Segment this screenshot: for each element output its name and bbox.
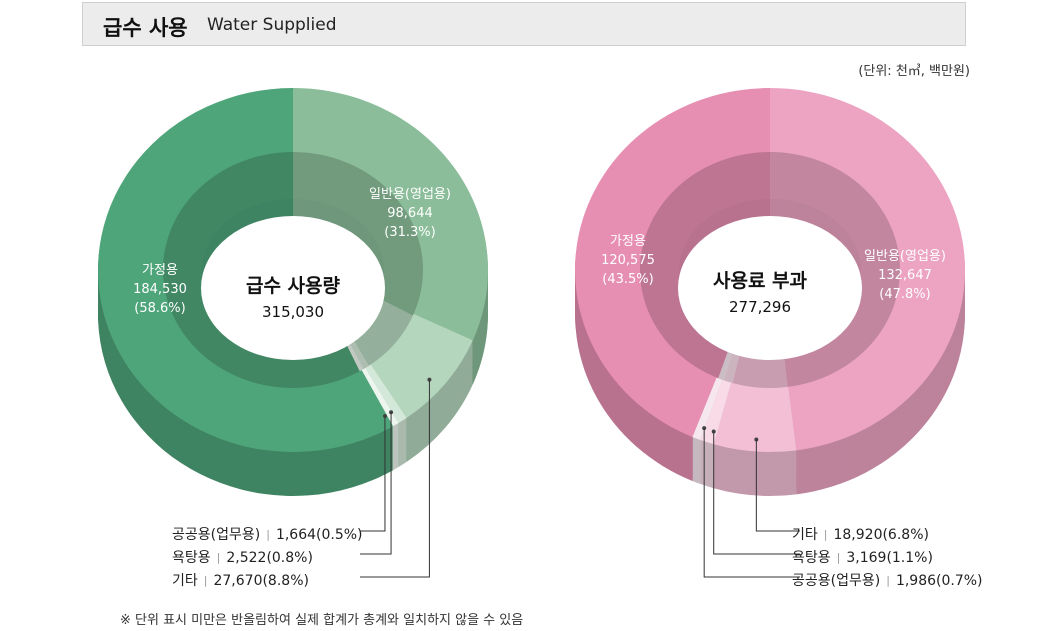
- left-general-name: 일반용(영업용): [369, 187, 451, 202]
- left-slice-label-household: 가정용 184,530 (58.6%): [100, 261, 220, 318]
- left-general-value: 98,644: [387, 206, 433, 221]
- left-callout-other-name: 기타: [172, 573, 198, 589]
- right-household-name: 가정용: [610, 234, 646, 249]
- right-chart-title: 사용료 부과: [712, 270, 807, 292]
- left-callout-public: 공공용(업무용) | 1,664(0.5%): [172, 527, 363, 543]
- chart1-leader-line-2: [703, 428, 800, 578]
- left-chart-title: 급수 사용량: [245, 275, 340, 297]
- right-callout-other-value: 18,920(6.8%): [833, 527, 929, 543]
- left-callout-other-value: 27,670(8.8%): [213, 573, 309, 589]
- left-household-name: 가정용: [142, 263, 178, 278]
- chart1-center-hole: [678, 216, 862, 360]
- right-household-pct: (43.5%): [602, 272, 654, 287]
- chart1-slice-inner-4: [640, 152, 770, 379]
- right-general-name: 일반용(영업용): [864, 249, 946, 264]
- chart0-leader-line-0: [360, 415, 386, 532]
- left-household-value: 184,530: [133, 282, 187, 297]
- chart0-leader-line-2: [360, 379, 430, 578]
- right-household-value: 120,575: [601, 253, 655, 268]
- chart1-leader-line-0: [755, 439, 800, 532]
- chart1-slice-inner-0: [770, 152, 900, 387]
- section-header: 급수 사용 Water Supplied: [82, 2, 966, 46]
- left-callout-other: 기타 | 27,670(8.8%): [172, 573, 309, 589]
- left-callout-public-value: 1,664(0.5%): [275, 527, 363, 543]
- left-chart-center: 급수 사용량 315,030: [213, 271, 373, 321]
- left-general-pct: (31.3%): [384, 225, 436, 240]
- right-callout-public: 공공용(업무용) | 1,986(0.7%): [792, 573, 983, 589]
- left-household-pct: (58.6%): [134, 301, 186, 316]
- left-callout-bath-value: 2,522(0.8%): [226, 550, 313, 566]
- right-callout-other-name: 기타: [792, 527, 818, 543]
- chart0-slice-inner-4: [162, 152, 360, 388]
- left-slice-label-general: 일반용(영업용) 98,644 (31.3%): [340, 185, 480, 242]
- right-callout-bath-name: 욕탕용: [792, 550, 831, 566]
- right-general-pct: (47.8%): [879, 287, 931, 302]
- footnote: ※ 단위 표시 미만은 반올림하여 실제 합계가 총계와 일치하지 않을 수 있…: [120, 613, 524, 628]
- right-callout-other: 기타 | 18,920(6.8%): [792, 527, 929, 543]
- left-chart-total: 315,030: [261, 303, 325, 321]
- right-callout-public-name: 공공용(업무용): [792, 573, 881, 589]
- left-callout-bath: 욕탕용 | 2,522(0.8%): [172, 550, 313, 566]
- left-callout-bath-name: 욕탕용: [172, 550, 211, 566]
- chart0-center-hole: [201, 216, 385, 360]
- section-title-korean: 급수 사용: [103, 16, 188, 40]
- right-slice-label-household: 가정용 120,575 (43.5%): [573, 232, 683, 289]
- right-slice-label-general: 일반용(영업용) 132,647 (47.8%): [840, 247, 970, 304]
- right-callout-bath-value: 3,169(1.1%): [846, 550, 933, 566]
- section-title-english: Water Supplied: [207, 15, 337, 35]
- chart0-slice-inner-1: [346, 297, 413, 366]
- right-chart-total: 277,296: [728, 298, 792, 316]
- right-callout-bath: 욕탕용 | 3,169(1.1%): [792, 550, 933, 566]
- chart0-leader-line-1: [360, 412, 392, 555]
- unit-note: (단위: 천㎥, 백만원): [858, 64, 970, 79]
- chart1-leader-line-1: [713, 431, 800, 555]
- right-callout-public-value: 1,986(0.7%): [895, 573, 983, 589]
- left-callout-public-name: 공공용(업무용): [172, 527, 261, 543]
- right-chart-center: 사용료 부과 277,296: [680, 266, 840, 316]
- right-general-value: 132,647: [878, 268, 932, 283]
- chart0-slice-inner-0: [293, 152, 423, 316]
